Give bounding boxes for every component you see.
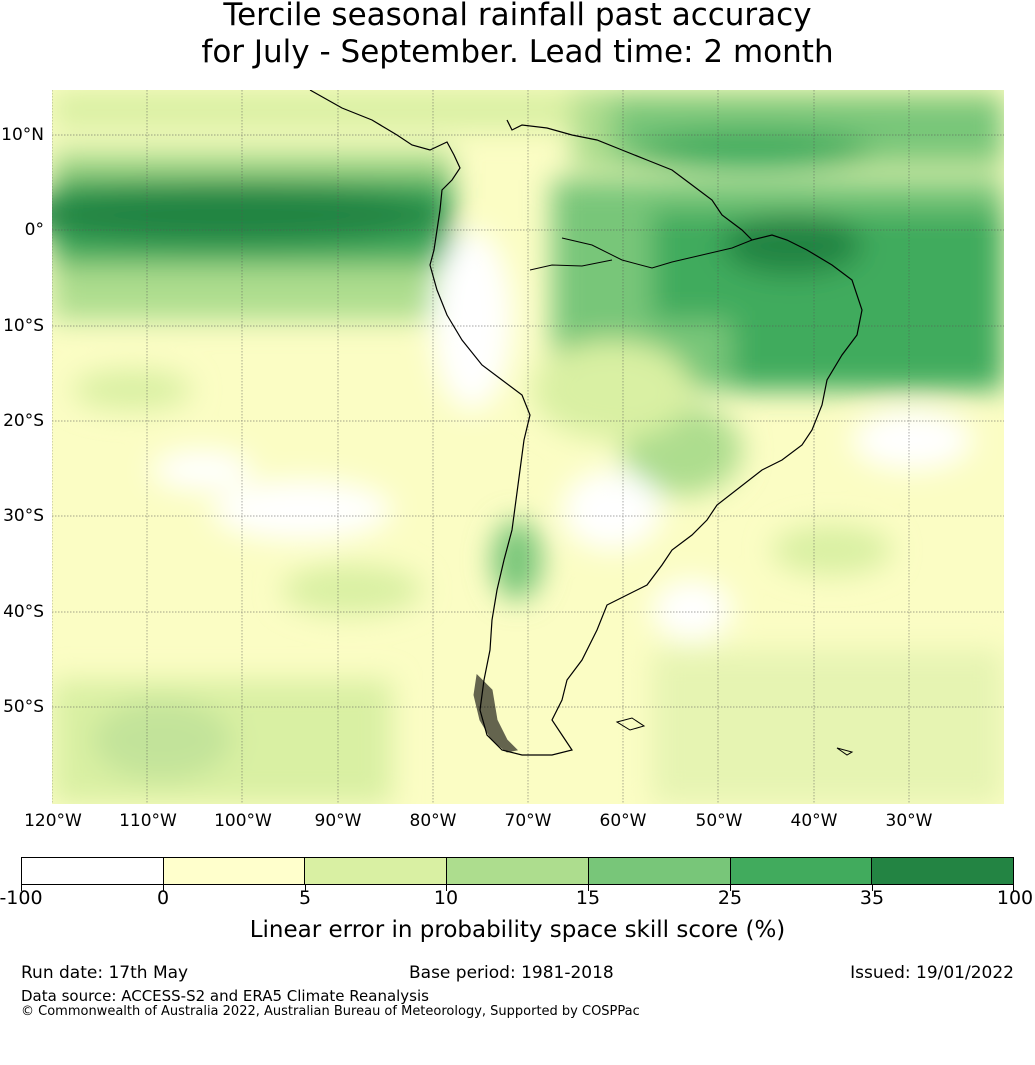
lon-label-40w: 40°W: [790, 811, 838, 831]
colorbar-tick-label: 15: [575, 887, 601, 909]
colorbar-tick: [446, 885, 447, 891]
lat-label-30s: 30°S: [3, 506, 44, 526]
colorbar-label: Linear error in probability space skill …: [249, 917, 786, 943]
lon-label-50w: 50°W: [695, 811, 743, 831]
colorbar-segment-6: [730, 858, 873, 884]
colorbar-tick-label: 35: [859, 887, 885, 909]
colorbar-segment-5: [588, 858, 731, 884]
colorbar-tick-label: -100: [0, 887, 43, 909]
colorbar-tick-label: 5: [298, 887, 312, 909]
chart-title-line1: Tercile seasonal rainfall past accuracy: [223, 0, 812, 33]
lon-label-100w: 100°W: [214, 811, 272, 831]
lon-label-90w: 90°W: [314, 811, 362, 831]
colorbar-tick: [730, 885, 731, 891]
lat-label-20s: 20°S: [3, 411, 44, 431]
colorbar-tick-label: 25: [717, 887, 743, 909]
colorbar-segment-2: [163, 858, 306, 884]
lat-label-10s: 10°S: [3, 316, 44, 336]
lat-label-10n: 10°N: [1, 125, 44, 145]
run-date: Run date: 17th May: [21, 963, 189, 983]
colorbar-tick: [163, 885, 164, 891]
lon-label-30w: 30°W: [885, 811, 933, 831]
colorbar-tick: [305, 885, 306, 891]
colorbar: [21, 857, 1014, 885]
lat-label-40s: 40°S: [3, 602, 44, 622]
skill-score-map: [52, 90, 1004, 804]
lat-label-50s: 50°S: [3, 697, 44, 717]
colorbar-tick: [21, 885, 22, 891]
data-source: Data source: ACCESS-S2 and ERA5 Climate …: [21, 987, 429, 1005]
colorbar-tick: [588, 885, 589, 891]
lon-label-60w: 60°W: [599, 811, 647, 831]
lat-label-0: 0°: [24, 220, 44, 240]
colorbar-segment-4: [447, 858, 589, 884]
lon-label-110w: 110°W: [119, 811, 177, 831]
copyright: © Commonwealth of Australia 2022, Austra…: [21, 1004, 640, 1019]
base-period: Base period: 1981-2018: [409, 963, 614, 983]
colorbar-segment-7: [872, 858, 1014, 884]
lon-label-70w: 70°W: [504, 811, 552, 831]
chart-title-line2: for July - September. Lead time: 2 month: [201, 34, 834, 70]
lon-label-80w: 80°W: [409, 811, 457, 831]
colorbar-segment-3: [305, 858, 448, 884]
issued-date: Issued: 19/01/2022: [850, 963, 1014, 983]
colorbar-tick-label: 0: [156, 887, 170, 909]
colorbar-segment-1: [22, 858, 164, 884]
colorbar-tick-label: 100: [996, 887, 1034, 909]
colorbar-tick: [872, 885, 873, 891]
colorbar-tick-label: 10: [433, 887, 459, 909]
colorbar-tick: [1013, 885, 1014, 891]
lon-label-120w: 120°W: [24, 811, 82, 831]
